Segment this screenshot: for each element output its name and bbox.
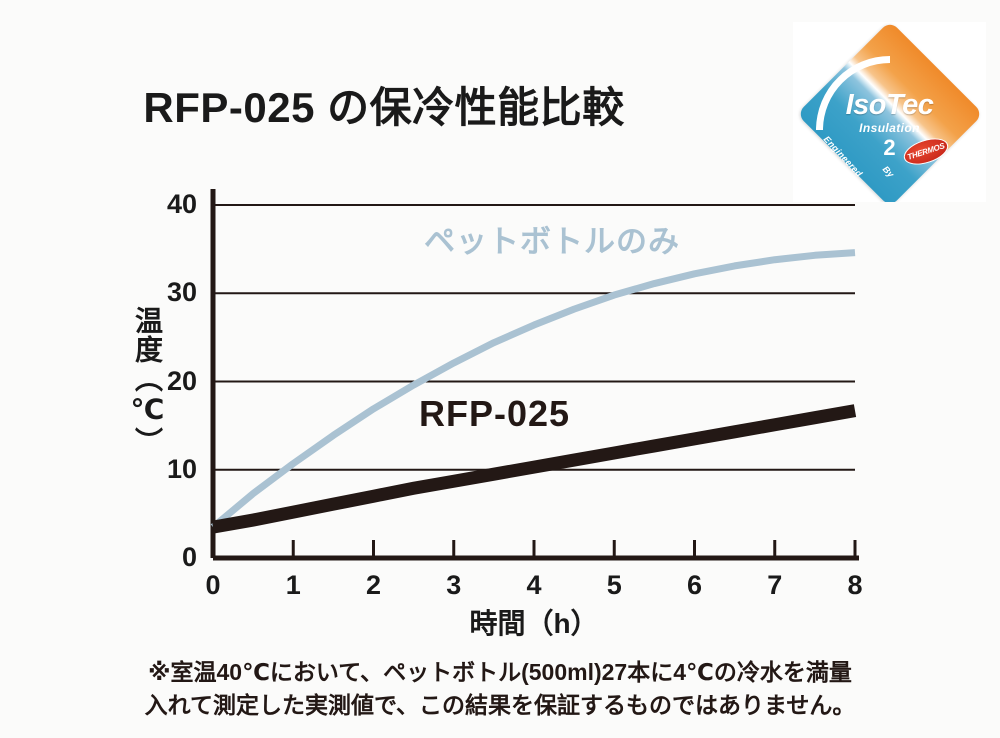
x-tick-label-3: 3	[446, 570, 462, 600]
logo-sub-text: Insulation	[859, 121, 920, 135]
y-tick-label-0: 0	[181, 542, 197, 572]
chart-x-ticks	[211, 540, 857, 558]
series-label-rfp: RFP-025	[419, 393, 571, 434]
page-title: RFP-025 の保冷性能比較	[143, 84, 625, 131]
y-tick-label-40: 40	[166, 189, 197, 219]
x-tick-label-1: 1	[285, 570, 301, 600]
x-tick-label-4: 4	[526, 570, 542, 600]
footnote-line-2: 入れて測定した実測値で、この結果を保証するものではありません。	[144, 691, 856, 718]
isotec-insulation-logo: IsoTec Insulation 2 Engineered By THERMO…	[793, 22, 986, 202]
footnote-line-1: ※室温40℃において、ペットボトル(500ml)27本に4℃の冷水を満量	[148, 659, 852, 685]
y-tick-label-20: 20	[166, 365, 197, 396]
x-tick-label-2: 2	[365, 570, 382, 600]
logo-level-text: 2	[883, 135, 896, 160]
y-axis-title: 温度（℃）	[132, 306, 163, 456]
chart-series	[210, 249, 857, 534]
x-tick-label-8: 8	[847, 570, 863, 600]
x-tick-label-5: 5	[606, 570, 622, 600]
x-tick-label-0: 0	[205, 570, 221, 600]
x-tick-label-6: 6	[686, 570, 703, 600]
footnote: ※室温40℃において、ペットボトル(500ml)27本に4℃の冷水を満量 入れて…	[0, 656, 1000, 721]
x-tick-label-7: 7	[767, 570, 783, 600]
chart-axes	[210, 189, 859, 561]
logo-text-group: IsoTec Insulation 2	[793, 22, 986, 202]
x-axis-title: 時間（h）	[469, 608, 599, 639]
series-label-bottle: ペットボトルのみ	[424, 224, 680, 259]
logo-brand-text: IsoTec	[845, 89, 934, 121]
y-tick-label-10: 10	[166, 453, 197, 484]
y-tick-label-30: 30	[166, 277, 197, 308]
